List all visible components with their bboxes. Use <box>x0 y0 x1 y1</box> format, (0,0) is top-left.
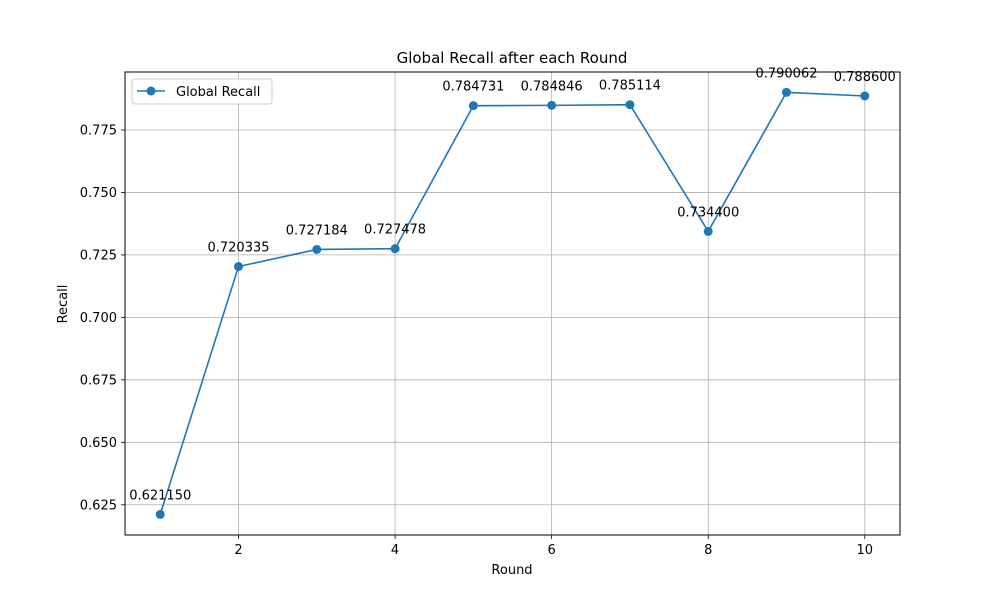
x-tick-label: 8 <box>704 543 712 558</box>
data-point <box>390 244 400 254</box>
legend-box <box>131 78 273 105</box>
data-labels: 0.621150 0.720335 0.727184 0.727478 0.784731… <box>129 66 896 503</box>
data-point-label: 0.720335 <box>207 241 269 256</box>
data-point-label: 0.621150 <box>129 488 191 503</box>
y-tick-label: 0.750 <box>80 186 117 201</box>
grid-lines <box>125 72 900 535</box>
x-tick-label: 4 <box>391 543 399 558</box>
data-point <box>155 509 165 519</box>
x-tick-label: 6 <box>548 543 556 558</box>
data-point-label: 0.727478 <box>364 223 426 238</box>
data-point-label: 0.788600 <box>834 70 896 85</box>
data-point <box>625 100 635 110</box>
data-point <box>234 262 244 272</box>
y-tick-label: 0.650 <box>80 436 117 451</box>
data-point <box>547 100 557 110</box>
data-point-label: 0.790062 <box>755 66 817 81</box>
x-tick-label: 2 <box>234 543 242 558</box>
chart-title: Global Recall after each Round <box>397 49 628 67</box>
y-tick-label: 0.725 <box>80 248 117 263</box>
plot-frame <box>124 71 901 536</box>
legend: Global Recall <box>131 78 273 105</box>
data-point-label: 0.785114 <box>599 79 661 94</box>
data-point-label: 0.727184 <box>286 223 348 238</box>
y-tick-label: 0.700 <box>80 311 117 326</box>
y-tick-label: 0.675 <box>80 373 117 388</box>
series-line-global-recall <box>159 91 865 515</box>
y-tick-label: 0.625 <box>80 498 117 513</box>
series-layer <box>155 87 870 519</box>
data-point-label: 0.784846 <box>521 79 583 94</box>
legend-point-marker <box>146 86 156 96</box>
data-point <box>781 87 791 97</box>
x-tick-label: 10 <box>856 543 873 558</box>
data-point-label: 0.784731 <box>442 80 504 95</box>
data-point <box>468 101 478 111</box>
y-axis-ticks: 0.625 0.650 0.675 0.700 0.725 0.750 0.775 <box>80 123 125 513</box>
data-point-label: 0.734400 <box>677 205 739 220</box>
x-axis-ticks: 2 4 6 8 10 <box>234 535 873 558</box>
data-point <box>312 244 322 254</box>
x-axis-label: Round <box>491 563 532 578</box>
data-point <box>703 226 713 236</box>
legend-entry-global-recall: Global Recall <box>176 85 260 100</box>
y-tick-label: 0.775 <box>80 123 117 138</box>
data-point <box>860 91 870 101</box>
y-axis-label: Recall <box>56 285 71 324</box>
